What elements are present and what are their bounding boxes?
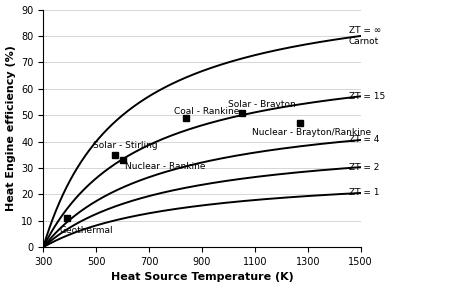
Y-axis label: Heat Engine efficiency (%): Heat Engine efficiency (%) [6, 46, 16, 211]
Text: Nuclear - Brayton/Rankine: Nuclear - Brayton/Rankine [252, 128, 371, 137]
Text: Nuclear - Rankine: Nuclear - Rankine [125, 162, 206, 171]
Text: ZT = 4: ZT = 4 [349, 135, 379, 145]
Text: Solar - Brayton: Solar - Brayton [228, 100, 296, 109]
Text: ZT = 2: ZT = 2 [349, 163, 379, 172]
Text: Solar - Stirling: Solar - Stirling [93, 141, 158, 150]
X-axis label: Heat Source Temperature (K): Heat Source Temperature (K) [110, 272, 293, 283]
Text: ZT = 1: ZT = 1 [349, 188, 379, 198]
Text: Coal - Rankine: Coal - Rankine [174, 107, 239, 116]
Text: ZT = 15: ZT = 15 [349, 92, 385, 101]
Text: ZT = ∞
Carnot: ZT = ∞ Carnot [349, 26, 381, 46]
Text: Geothermal: Geothermal [59, 226, 113, 234]
